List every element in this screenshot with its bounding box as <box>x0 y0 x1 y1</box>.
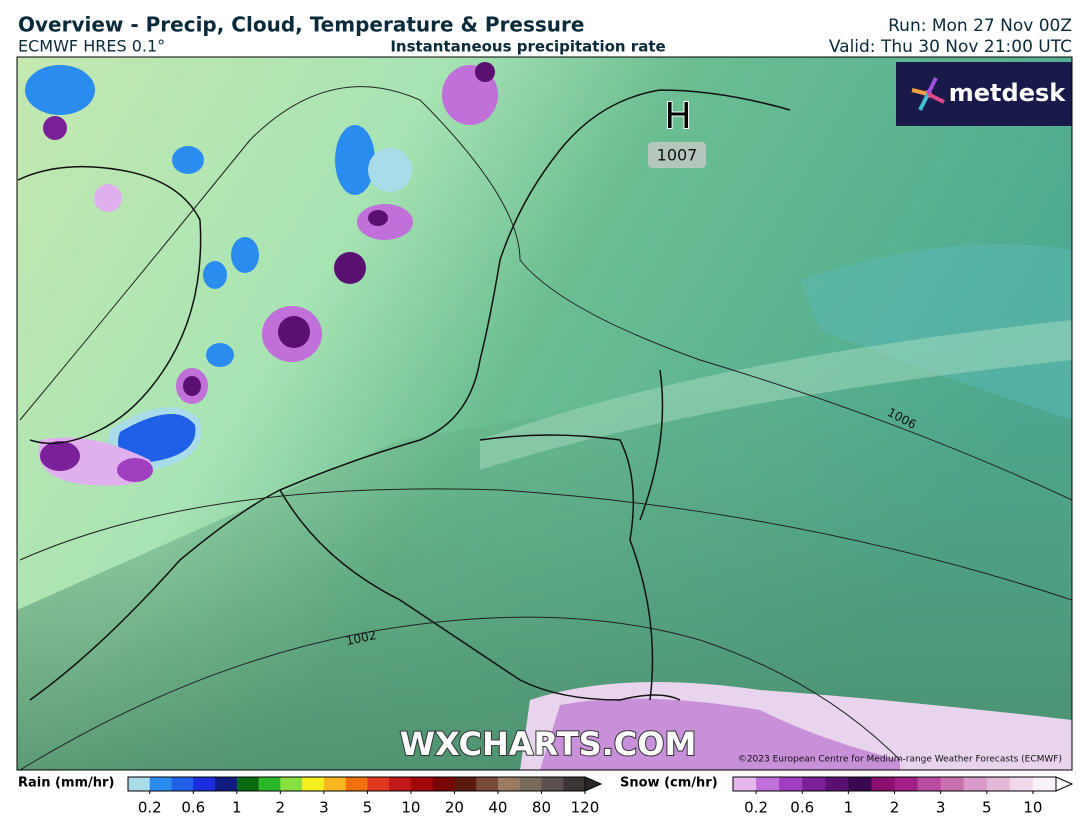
isobar-label: 1002 <box>345 628 378 648</box>
rain-label: 40 <box>488 799 507 817</box>
rain-label: 3 <box>319 799 329 817</box>
rain-swatch <box>149 777 173 791</box>
rain-label: 80 <box>532 799 551 817</box>
snow-swatch <box>779 777 803 791</box>
borders <box>17 89 791 701</box>
rain-label: 0.2 <box>138 799 162 817</box>
snow-swatch <box>1032 777 1057 791</box>
rain-label: 20 <box>445 799 464 817</box>
rain-swatch <box>454 777 477 791</box>
title: Overview - Precip, Cloud, Temperature & … <box>18 13 584 37</box>
cloud-band <box>480 320 1072 470</box>
rain-swatch <box>302 777 325 791</box>
rain-swatch <box>432 777 455 791</box>
pressure-center-label: H <box>664 96 691 137</box>
logo-text: metdesk <box>949 79 1067 107</box>
rain-label: 2 <box>276 799 286 817</box>
snow-label: 1 <box>844 799 854 817</box>
snow-swatch <box>756 777 780 791</box>
rain-swatch <box>563 777 586 791</box>
snow-label: 3 <box>936 799 946 817</box>
cloud-shade <box>800 244 1072 420</box>
map: H 1007 1006 1002 metdesk WXCHARTS.COM ©2… <box>17 57 1072 770</box>
rain-swatch <box>367 777 390 791</box>
rain-label: 10 <box>401 799 420 817</box>
valid-time: Valid: Thu 30 Nov 21:00 UTC <box>829 37 1072 57</box>
rain-swatch <box>519 777 542 791</box>
rain-swatch <box>280 777 303 791</box>
rain-swatch <box>236 777 260 791</box>
snow-label: 10 <box>1023 799 1042 817</box>
map-frame <box>16 56 1073 771</box>
run-time: Run: Mon 27 Nov 00Z <box>888 16 1072 36</box>
snow-label: 0.6 <box>790 799 814 817</box>
rain-label: 5 <box>363 799 373 817</box>
rain-swatch <box>323 777 347 791</box>
snow-swatch <box>940 777 965 791</box>
credit: ©2023 European Centre for Medium-range W… <box>738 755 1062 765</box>
snow-swatch <box>894 777 919 791</box>
rain-swatch <box>171 777 194 791</box>
rain-swatch <box>215 777 238 791</box>
rain-swatch <box>193 777 216 791</box>
rain-swatch <box>541 777 564 791</box>
snow-label: 0.2 <box>744 799 768 817</box>
rain-label: 1 <box>232 799 242 817</box>
snow-arrow <box>1055 776 1074 792</box>
pressure-center-value: 1007 <box>657 146 698 165</box>
pressure-badge <box>648 142 706 168</box>
rain-label: 120 <box>571 799 600 817</box>
snow-swatch <box>917 777 942 791</box>
rain-swatch <box>345 777 368 791</box>
snow-swatch <box>733 777 757 791</box>
rain-swatch <box>497 777 521 791</box>
rain-swatch <box>389 777 412 791</box>
snow-swatch <box>871 777 895 791</box>
snow-swatch <box>848 777 872 791</box>
rain-swatch <box>410 777 434 791</box>
rain-swatch <box>258 777 281 791</box>
isobars <box>19 86 1072 770</box>
model: ECMWF HRES 0.1° <box>18 37 165 56</box>
watermark: WXCHARTS.COM <box>400 725 697 763</box>
snow-swatch <box>825 777 849 791</box>
rain-legend-title: Rain (mm/hr) <box>18 776 114 791</box>
cloud-shade <box>17 330 1072 770</box>
snow-label: 2 <box>890 799 900 817</box>
snow-label: 5 <box>982 799 992 817</box>
snow-swatch <box>963 777 988 791</box>
snow-legend-title: Snow (cm/hr) <box>620 776 718 791</box>
logo-icon <box>911 77 945 111</box>
rain-swatch <box>476 777 499 791</box>
snow-swatch <box>1009 777 1034 791</box>
precip <box>25 62 1072 770</box>
rain-label: 0.6 <box>181 799 205 817</box>
snow-swatch <box>986 777 1011 791</box>
rain-swatch <box>128 777 151 791</box>
subtitle: Instantaneous precipitation rate <box>390 38 665 56</box>
snow-swatch <box>802 777 826 791</box>
rain-arrow <box>584 776 603 792</box>
